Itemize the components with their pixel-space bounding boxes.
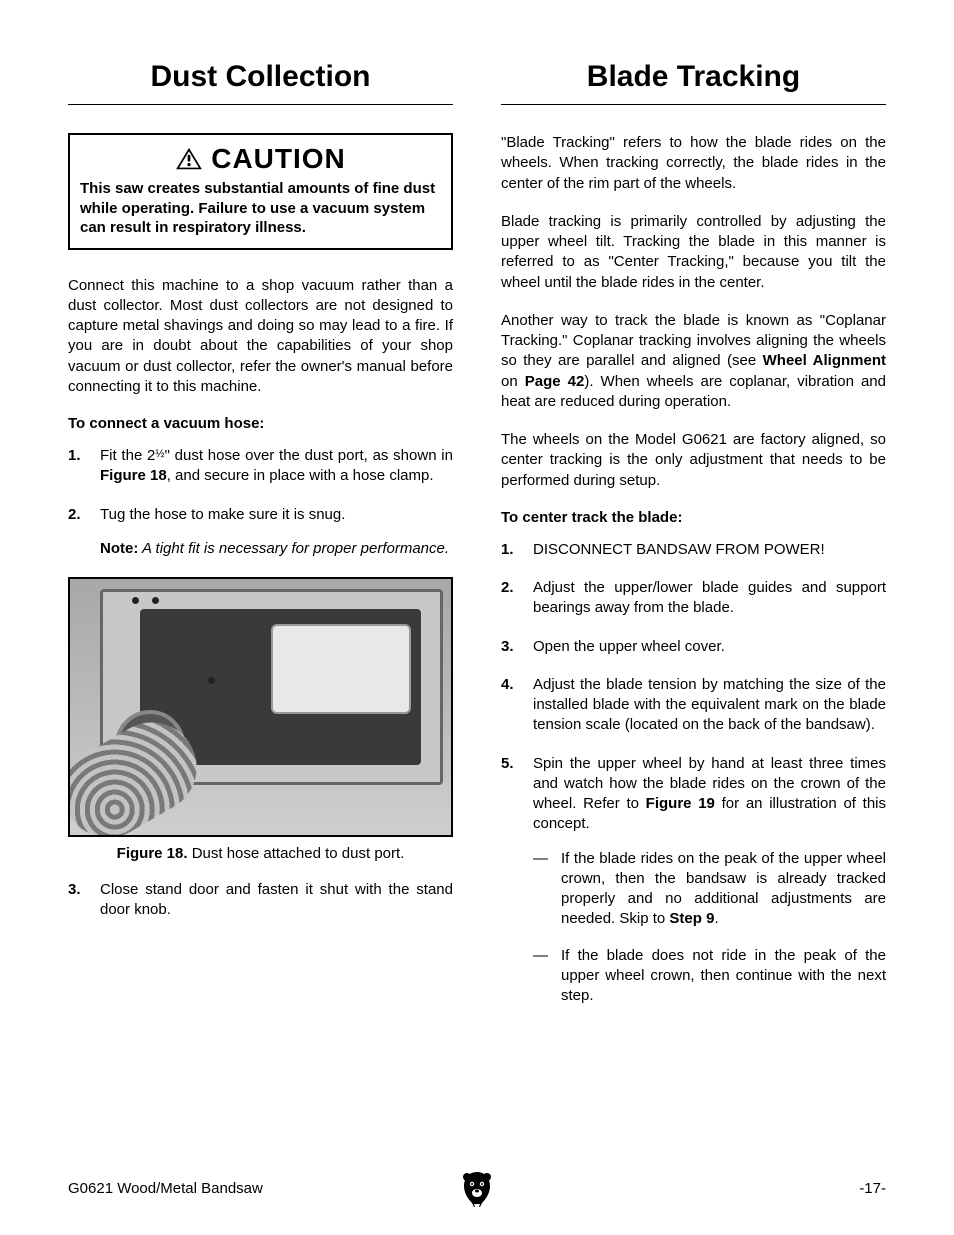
right-column: Blade Tracking "Blade Tracking" refers t… xyxy=(501,60,886,1024)
note-text: A tight fit is necessary for proper perf… xyxy=(138,540,449,557)
figure-label: Figure 18. xyxy=(117,845,188,862)
right-lead: To center track the blade: xyxy=(501,509,886,526)
right-step-2: Adjust the upper/lower blade guides and … xyxy=(501,578,886,619)
note-label: Note: xyxy=(100,540,138,557)
left-step-3: Close stand door and fasten it shut with… xyxy=(68,880,453,921)
page-footer: G0621 Wood/Metal Bandsaw -17- xyxy=(68,1180,886,1197)
note: Note: A tight fit is necessary for prope… xyxy=(100,539,453,559)
fraction-half: ½ xyxy=(155,448,164,460)
step-9-ref: Step 9 xyxy=(669,910,714,927)
text: If the blade rides on the peak of the up… xyxy=(561,850,886,928)
text: " dust hose over the dust port, as shown… xyxy=(165,447,453,464)
left-lead: To connect a vacuum hose: xyxy=(68,415,453,432)
caution-box: CAUTION This saw creates substantial amo… xyxy=(68,133,453,250)
right-steps: DISCONNECT BANDSAW FROM POWER! Adjust th… xyxy=(501,540,886,1007)
footer-model: G0621 Wood/Metal Bandsaw xyxy=(68,1180,263,1197)
figure-18-image xyxy=(68,577,453,837)
right-p2: Blade tracking is primarily controlled b… xyxy=(501,212,886,293)
bear-logo-icon xyxy=(460,1169,494,1209)
right-sub-1: If the blade rides on the peak of the up… xyxy=(533,849,886,930)
wheel-alignment-ref: Wheel Alignment xyxy=(763,352,886,369)
right-sublist: If the blade rides on the peak of the up… xyxy=(533,849,886,1007)
text: , and secure in place with a hose clamp. xyxy=(167,467,434,484)
page-ref: Page 42 xyxy=(525,373,585,390)
text: Fit the 2 xyxy=(100,447,155,464)
left-step-2: Tug the hose to make sure it is snug. No… xyxy=(68,505,453,560)
left-intro: Connect this machine to a shop vacuum ra… xyxy=(68,276,453,398)
figure-ref: Figure 18 xyxy=(100,467,167,484)
right-step-5: Spin the upper wheel by hand at least th… xyxy=(501,754,886,1007)
right-p3: Another way to track the blade is known … xyxy=(501,311,886,412)
text: . xyxy=(714,910,718,927)
text: on xyxy=(501,373,525,390)
footer-page-number: -17- xyxy=(859,1180,886,1197)
right-title: Blade Tracking xyxy=(501,60,886,105)
right-sub-2: If the blade does not ride in the peak o… xyxy=(533,946,886,1007)
right-step-3: Open the upper wheel cover. xyxy=(501,637,886,657)
text: Tug the hose to make sure it is snug. xyxy=(100,506,345,523)
two-column-layout: Dust Collection CAUTION This saw creates… xyxy=(68,60,886,1024)
left-step-1: Fit the 2½" dust hose over the dust port… xyxy=(68,446,453,487)
left-steps-cont: Close stand door and fasten it shut with… xyxy=(68,880,453,921)
right-step-4: Adjust the blade tension by matching the… xyxy=(501,675,886,736)
right-p1: "Blade Tracking" refers to how the blade… xyxy=(501,133,886,194)
figure-19-ref: Figure 19 xyxy=(646,795,715,812)
right-step-1: DISCONNECT BANDSAW FROM POWER! xyxy=(501,540,886,560)
left-title: Dust Collection xyxy=(68,60,453,105)
right-p4: The wheels on the Model G0621 are factor… xyxy=(501,430,886,491)
left-steps: Fit the 2½" dust hose over the dust port… xyxy=(68,446,453,559)
figure-18-caption: Figure 18. Dust hose attached to dust po… xyxy=(68,845,453,862)
caution-text: This saw creates substantial amounts of … xyxy=(80,179,441,238)
figure-caption-text: Dust hose attached to dust port. xyxy=(188,845,405,862)
caution-header: CAUTION xyxy=(80,143,441,175)
warning-triangle-icon xyxy=(175,147,203,171)
caution-word: CAUTION xyxy=(211,143,346,175)
left-column: Dust Collection CAUTION This saw creates… xyxy=(68,60,453,1024)
